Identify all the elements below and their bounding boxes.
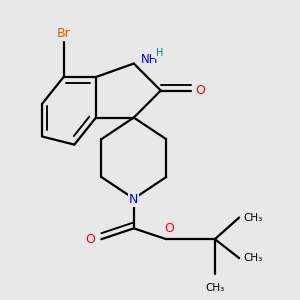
Text: O: O	[195, 84, 205, 97]
Text: N: N	[129, 194, 139, 206]
Text: CH₃: CH₃	[243, 213, 262, 223]
Text: CH₃: CH₃	[243, 253, 262, 263]
Text: O: O	[85, 233, 95, 246]
Text: CH₃: CH₃	[205, 283, 224, 293]
Text: O: O	[164, 222, 174, 235]
Text: Br: Br	[57, 27, 70, 40]
Text: NH: NH	[141, 53, 159, 66]
Text: H: H	[156, 48, 163, 58]
